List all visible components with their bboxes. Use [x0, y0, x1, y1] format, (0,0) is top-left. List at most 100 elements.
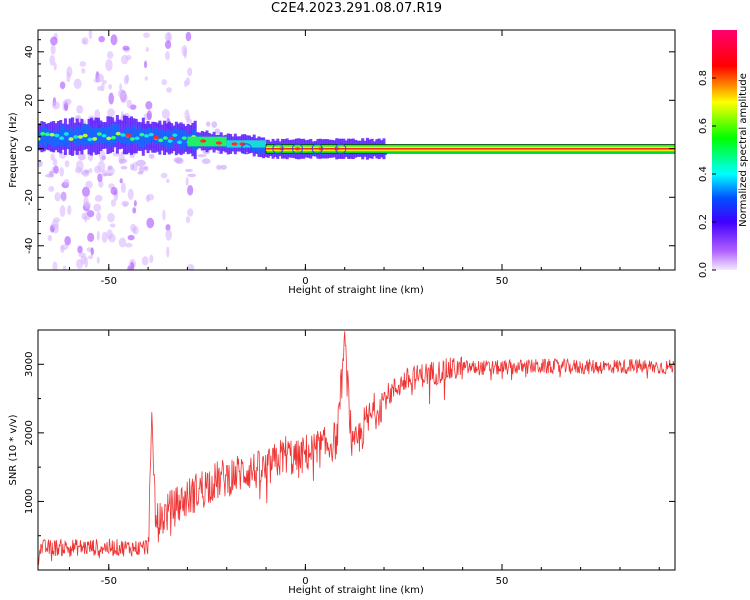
spectrogram-speckle — [160, 172, 168, 179]
spectrogram-speckle — [59, 167, 64, 177]
spectrogram-speckle — [187, 208, 194, 217]
spectrogram-speckle — [118, 237, 127, 248]
colorbar-tick-label: 0.8 — [698, 70, 709, 86]
spectrogram-peak-dot — [318, 147, 325, 151]
spectrogram-speckle — [82, 39, 87, 45]
spectrogram-core-blob — [181, 136, 187, 140]
spectrogram-speckle — [184, 168, 193, 173]
spectrogram-speckle — [165, 224, 171, 231]
spectrogram-core-blob — [59, 136, 65, 140]
spectrogram-band — [132, 125, 136, 144]
spectrogram-speckle — [167, 32, 171, 43]
snr-y-tick-label: 2000 — [24, 420, 35, 445]
spectrogram-band — [135, 129, 139, 144]
spectrogram-speckle — [52, 158, 58, 167]
spectrogram-band — [110, 124, 114, 146]
spectrogram-speckle — [127, 188, 134, 200]
spectrogram-speckle — [121, 200, 130, 207]
spectrogram-speckle — [74, 167, 83, 174]
spectrogram-core-blob — [106, 136, 112, 141]
spectrogram-speckle — [120, 182, 126, 194]
spectrogram-speckle — [52, 101, 61, 110]
spectrogram-ripple — [240, 143, 253, 155]
spectrogram-core-blob — [162, 136, 168, 140]
spectrogram-peak-dot — [278, 147, 285, 151]
snr-x-tick-label: 0 — [302, 576, 308, 587]
spectrogram-speckle — [51, 220, 59, 229]
spectrogram-speckle — [54, 192, 61, 202]
spectrogram-speckle — [85, 180, 93, 189]
colorbar-ticks: 0.0 0.2 0.4 0.6 0.8 — [698, 70, 716, 278]
spectrogram-speckle — [102, 172, 113, 177]
spectrogram-speckle — [88, 168, 93, 174]
spectrogram-speckle — [143, 60, 148, 69]
snr-y-tick-label: 3000 — [24, 352, 35, 377]
spectrogram-y-tick-label: 40 — [24, 45, 35, 58]
spectrogram-core-blob — [148, 132, 154, 137]
snr-x-axis-label: Height of straight line (km) — [288, 585, 424, 596]
spectrogram-speckle — [120, 92, 128, 104]
spectrogram-peak-dot — [294, 147, 301, 151]
spectrogram-speckle — [108, 92, 114, 105]
spectrogram-speckle — [146, 217, 155, 229]
spectrogram-x-tick-label: 50 — [496, 276, 509, 287]
spectrogram-speckle — [164, 40, 172, 50]
spectrogram-speckle — [161, 108, 170, 119]
spectrogram-speckle — [161, 79, 168, 86]
spectrogram-speckle — [220, 164, 227, 170]
spectrogram-speckle — [127, 265, 131, 270]
spectrogram-speckle — [185, 216, 190, 224]
spectrogram-y-tick-label: 0 — [24, 146, 35, 152]
spectrogram-speckle — [132, 207, 137, 214]
spectrogram-speckle — [109, 223, 116, 228]
spectrogram-halo — [61, 123, 65, 150]
spectrogram-band — [47, 129, 51, 145]
spectrogram-speckle — [126, 99, 132, 109]
spectrogram-speckle — [144, 76, 148, 81]
spectrogram-band — [69, 126, 73, 142]
spectrogram-speckle — [187, 67, 193, 77]
spectrogram-speckle — [84, 169, 89, 174]
spectrogram-speckle — [125, 55, 132, 61]
spectrogram-speckle — [97, 173, 103, 182]
spectrogram-speckle — [76, 104, 84, 114]
spectrogram-speckle — [84, 256, 89, 269]
spectrogram-speckle — [93, 203, 102, 212]
spectrogram-speckle — [107, 108, 115, 118]
spectrogram-speckle — [146, 110, 152, 121]
spectrogram-halo — [89, 117, 93, 156]
spectrogram-speckle — [101, 82, 105, 92]
spectrogram-core-blob — [144, 134, 150, 138]
spectrogram-speckle — [96, 211, 102, 222]
spectrogram-ripple — [311, 143, 323, 155]
colorbar-label: Normalized spectral amplitude — [738, 73, 749, 227]
spectrogram-core-blob — [44, 132, 50, 137]
spectrogram-speckle — [143, 166, 148, 170]
spectrogram-peak-dot — [333, 147, 340, 151]
spectrogram-core-blob — [49, 132, 55, 137]
spectrogram-speckle — [145, 100, 153, 110]
spectrogram-x-axis-label: Height of straight line (km) — [288, 285, 424, 296]
spectrogram-speckle — [205, 121, 211, 127]
spectrogram-band — [166, 129, 170, 150]
spectrogram-band — [91, 128, 95, 145]
spectrogram-core-blob — [167, 139, 173, 143]
page-title: C2E4.2023.291.08.07.R19 — [270, 1, 443, 16]
spectrogram-speckle — [214, 128, 221, 135]
spectrogram-speckle — [48, 186, 55, 192]
spectrogram-speckle — [88, 30, 93, 40]
spectrogram-band — [157, 130, 161, 144]
spectrogram-speckle — [98, 179, 104, 188]
spectrogram-speckle — [124, 242, 133, 248]
spectrogram-core-blob — [115, 131, 121, 136]
spectrogram-speckle — [133, 200, 137, 207]
spectrogram-speckle — [122, 45, 130, 51]
spectrogram-speckle — [81, 68, 86, 74]
spectrogram-speckle — [93, 78, 101, 83]
spectrogram-ripple — [272, 143, 284, 155]
spectrogram-halo — [99, 120, 103, 152]
spectrogram-core-blob — [63, 132, 69, 136]
spectrogram-speckle — [64, 235, 71, 246]
spectrogram-halo — [137, 121, 141, 151]
